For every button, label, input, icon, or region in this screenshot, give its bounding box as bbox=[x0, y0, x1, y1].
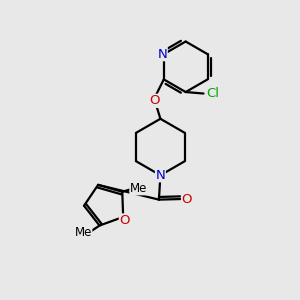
Text: O: O bbox=[182, 193, 192, 206]
Text: Me: Me bbox=[130, 182, 147, 195]
Text: N: N bbox=[158, 48, 167, 61]
Text: Cl: Cl bbox=[206, 87, 219, 100]
Text: N: N bbox=[155, 169, 165, 182]
Text: O: O bbox=[150, 94, 160, 107]
Text: O: O bbox=[119, 214, 130, 227]
Text: Me: Me bbox=[74, 226, 92, 239]
